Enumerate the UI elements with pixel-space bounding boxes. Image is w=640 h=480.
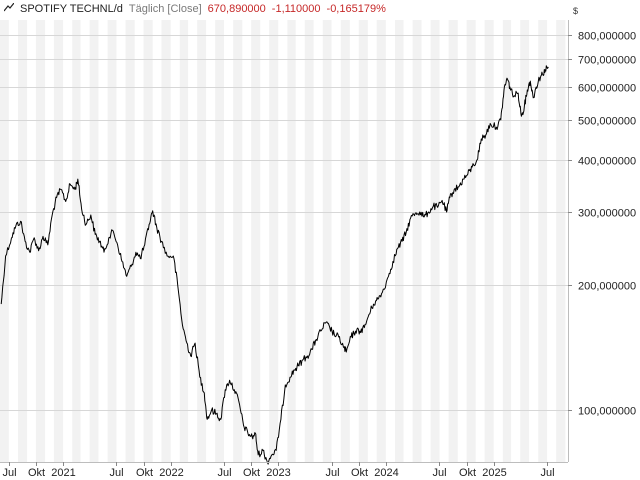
month-band bbox=[72, 20, 81, 462]
month-band bbox=[53, 20, 64, 462]
x-tick-label: 2022 bbox=[159, 467, 183, 479]
month-band bbox=[358, 20, 368, 462]
y-gridlines bbox=[0, 35, 568, 411]
month-band bbox=[520, 20, 530, 462]
month-band bbox=[412, 20, 422, 462]
month-band bbox=[89, 20, 99, 462]
price-change: -1,110000 bbox=[271, 3, 321, 15]
x-tick-label: Okt bbox=[459, 467, 476, 479]
y-tick-label: 400,000000 bbox=[578, 156, 636, 168]
month-band bbox=[251, 20, 261, 462]
x-axis: Jul Okt 2021 Jul Okt 2022 Jul Okt 2023 Jul Okt 2024… bbox=[2, 462, 555, 479]
month-band bbox=[35, 20, 46, 462]
x-tick-label: Okt bbox=[136, 467, 153, 479]
x-tick-label: 2023 bbox=[266, 467, 290, 479]
y-tick-label: 300,000000 bbox=[578, 208, 636, 220]
month-band bbox=[376, 20, 386, 462]
month-band bbox=[233, 20, 243, 462]
y-axis: 100,000000 200,000000 300,000000 400,000000… bbox=[568, 31, 636, 418]
month-band bbox=[430, 20, 440, 462]
month-band bbox=[215, 20, 225, 462]
x-tick-label: 2021 bbox=[51, 467, 75, 479]
month-band bbox=[161, 20, 171, 462]
interval-label: Täglich [Close] bbox=[128, 3, 202, 15]
price-change-percent: -0,165179% bbox=[326, 3, 386, 15]
x-tick-label: Okt bbox=[243, 467, 260, 479]
y-tick-label: 200,000000 bbox=[578, 281, 636, 293]
month-band bbox=[538, 20, 548, 462]
x-tick-label: Okt bbox=[28, 467, 45, 479]
x-tick-label: Okt bbox=[351, 467, 368, 479]
month-band bbox=[269, 20, 279, 462]
price-line bbox=[0, 65, 549, 465]
y-tick-label: 800,000000 bbox=[578, 31, 636, 43]
month-band bbox=[322, 20, 332, 462]
y-tick-label: 100,000000 bbox=[578, 406, 636, 418]
x-tick-label: 2024 bbox=[374, 467, 398, 479]
x-tick-label: Jul bbox=[540, 467, 554, 479]
y-tick-label: 600,000000 bbox=[578, 83, 636, 95]
month-band bbox=[179, 20, 189, 462]
month-band bbox=[143, 20, 153, 462]
month-bands bbox=[0, 20, 566, 462]
x-tick-label: Jul bbox=[217, 467, 231, 479]
month-band bbox=[556, 20, 566, 462]
y-tick-label: 500,000000 bbox=[578, 116, 636, 128]
x-tick-label: Jul bbox=[432, 467, 446, 479]
month-band bbox=[107, 20, 117, 462]
month-band bbox=[125, 20, 135, 462]
month-band bbox=[17, 20, 28, 462]
month-band bbox=[287, 20, 296, 462]
month-band bbox=[484, 20, 494, 462]
symbol-label: SPOTIFY TECHNL/d bbox=[20, 3, 123, 15]
x-tick-label: Jul bbox=[2, 467, 16, 479]
month-band bbox=[197, 20, 207, 462]
month-band bbox=[502, 20, 512, 462]
y-tick-label: 700,000000 bbox=[578, 55, 636, 67]
month-band bbox=[394, 20, 404, 462]
month-band bbox=[448, 20, 458, 462]
x-tick-label: Jul bbox=[109, 467, 123, 479]
x-tick-label: Jul bbox=[325, 467, 339, 479]
month-band bbox=[466, 20, 476, 462]
month-band bbox=[304, 20, 314, 462]
chart-header: SPOTIFY TECHNL/d Täglich [Close] 670,89000… bbox=[3, 2, 392, 15]
month-band bbox=[0, 20, 9, 462]
last-price: 670,890000 bbox=[207, 3, 266, 15]
x-tick-label: 2025 bbox=[482, 467, 506, 479]
currency-label: $ bbox=[573, 6, 579, 16]
line-chart-icon bbox=[3, 2, 15, 15]
month-band bbox=[340, 20, 350, 462]
